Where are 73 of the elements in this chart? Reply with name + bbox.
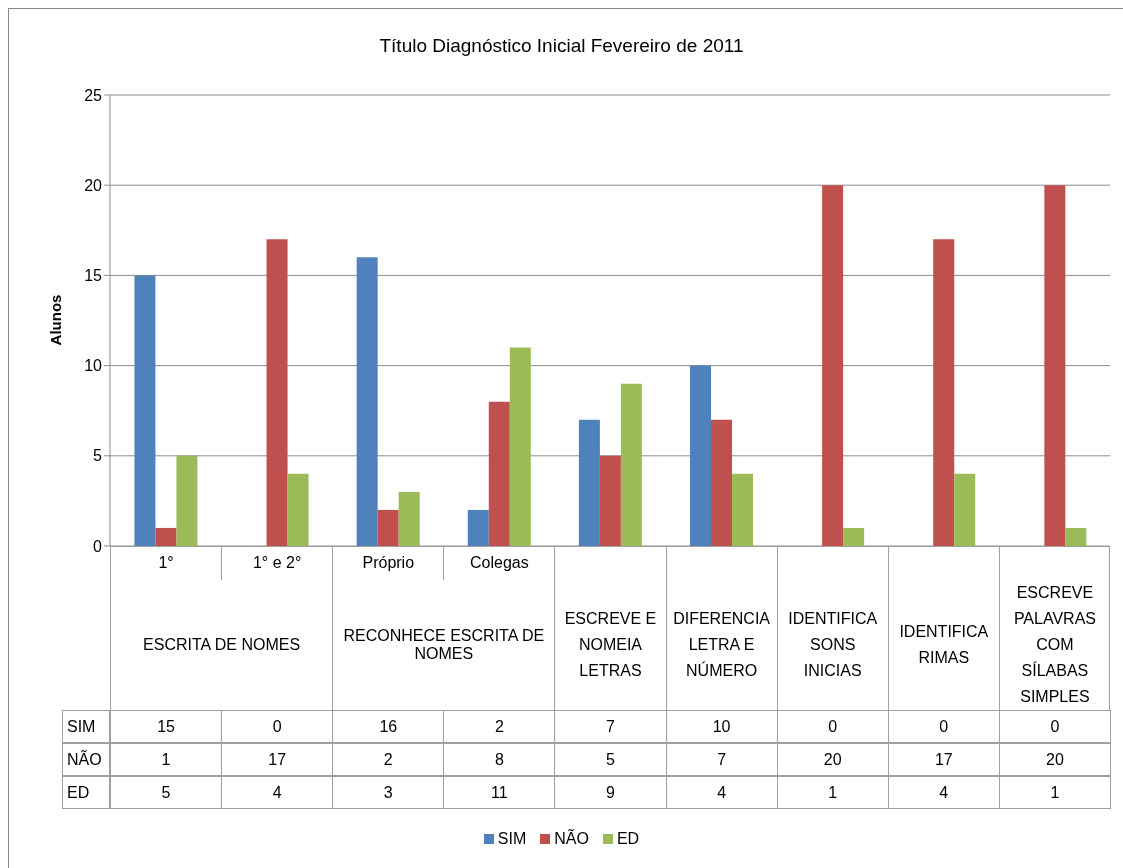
data-label: 16: [332, 710, 445, 743]
bar: [398, 491, 420, 546]
data-label: 17: [221, 743, 334, 776]
bar: [620, 383, 642, 546]
bar: [822, 185, 844, 546]
legend-label: ED: [615, 830, 640, 848]
chart-title: Título Diagnóstico Inicial Fevereiro de 2011: [378, 35, 745, 57]
bar: [578, 419, 600, 546]
data-label: 2: [332, 743, 445, 776]
data-label: 10: [665, 710, 778, 743]
data-label: 8: [443, 743, 556, 776]
data-label: 20: [776, 743, 889, 776]
data-label: 11: [443, 776, 556, 809]
data-label: 3: [332, 776, 445, 809]
x-tick-label: 1°: [110, 546, 222, 580]
data-label: 0: [776, 710, 889, 743]
text: NÃO: [67, 750, 102, 768]
text: SIM: [67, 717, 96, 735]
y-axis-title: Alunos: [46, 294, 64, 346]
y-tick-label: 15: [84, 267, 103, 285]
data-label: 0: [998, 710, 1111, 743]
y-tick-label: 5: [93, 447, 103, 465]
y-tick-label: 10: [84, 357, 103, 375]
data-label: 4: [665, 776, 778, 809]
bar: [467, 509, 489, 546]
bar: [1065, 527, 1087, 546]
bar: [843, 527, 865, 546]
x-tick-label: Colegas: [443, 546, 555, 580]
x-tick-label: IDENTIFICA RIMAS: [887, 546, 999, 710]
x-tick-label: ESCREVE E NOMEIA LETRAS: [554, 546, 666, 710]
data-label: 4: [221, 776, 334, 809]
bar: [933, 239, 955, 546]
bar: [134, 275, 156, 546]
data-label: 20: [998, 743, 1111, 776]
bar: [711, 419, 732, 546]
bar: [356, 257, 378, 546]
data-label: 1: [998, 776, 1111, 809]
bar: [1044, 185, 1066, 546]
data-label: 1: [776, 776, 889, 809]
bar: [954, 473, 976, 546]
data-label: 1: [110, 743, 223, 776]
bar: [509, 347, 531, 546]
data-label: 7: [665, 743, 778, 776]
x-tick-label: ESCREVE PALAVRAS COM SÍLABAS SIMPLES: [998, 546, 1110, 710]
data-label: 17: [887, 743, 1000, 776]
y-tick-label: 20: [84, 176, 103, 194]
x-tick-label: Próprio: [332, 546, 444, 580]
text: RECONHECE ESCRITA DE NOMES: [332, 580, 555, 710]
data-label: 0: [221, 710, 334, 743]
bar: [732, 473, 753, 546]
bar: [690, 365, 711, 546]
x-tick-label: DIFERENCIA LETRA E NÚMERO: [665, 546, 777, 710]
data-label: 5: [554, 743, 667, 776]
data-label: 2: [443, 710, 556, 743]
bar: [266, 239, 288, 546]
text: ED: [67, 783, 90, 801]
x-tick-label: IDENTIFICA SONS INICIAS: [776, 546, 888, 710]
x-tick-label: 1° e 2°: [221, 546, 333, 580]
bar: [488, 401, 510, 546]
legend-label: NÃO: [553, 830, 589, 848]
data-label: 4: [887, 776, 1000, 809]
data-label: 7: [554, 710, 667, 743]
data-label: 0: [887, 710, 1000, 743]
data-label: 9: [554, 776, 667, 809]
y-tick-label: 0: [93, 537, 103, 555]
legend-label: SIM: [496, 830, 527, 848]
bar: [377, 509, 399, 546]
bar: [176, 455, 198, 546]
bar: [155, 527, 177, 546]
bar: [599, 455, 621, 546]
y-tick-label: 25: [84, 86, 103, 104]
bar: [287, 473, 309, 546]
text: ESCRITA DE NOMES: [110, 580, 333, 710]
